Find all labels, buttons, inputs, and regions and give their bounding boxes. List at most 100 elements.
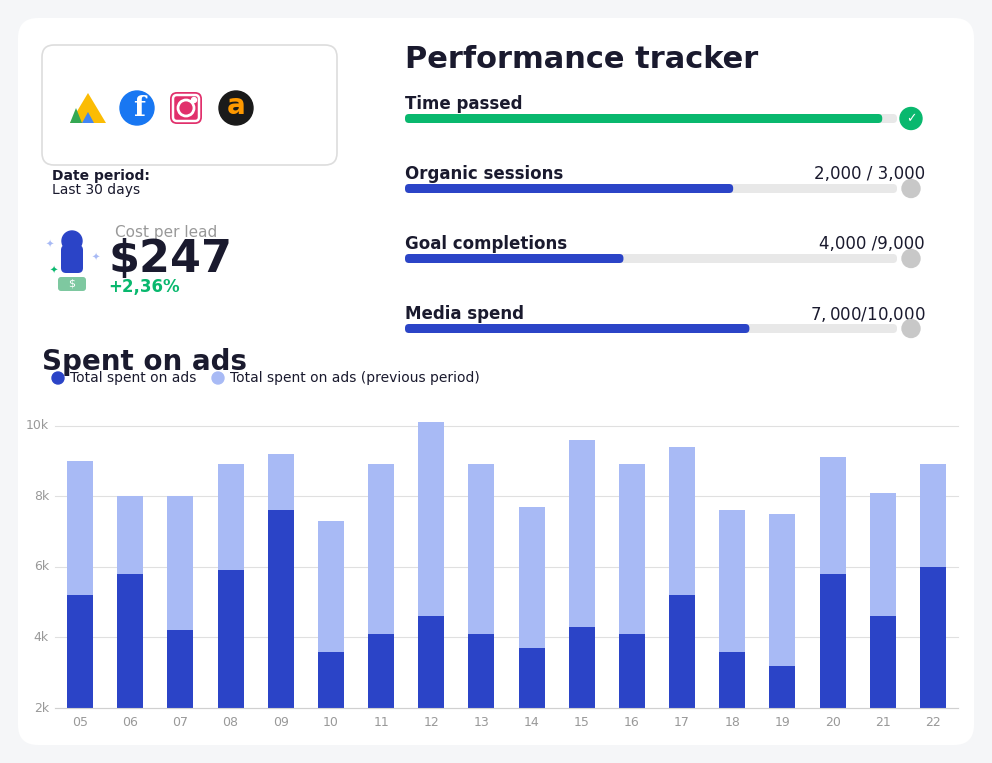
Bar — [669, 595, 695, 708]
Text: 06: 06 — [122, 716, 138, 729]
FancyBboxPatch shape — [405, 254, 897, 263]
Bar — [920, 567, 946, 708]
Text: ✦: ✦ — [46, 240, 54, 250]
Text: Total spent on ads: Total spent on ads — [70, 371, 196, 385]
Bar — [217, 465, 244, 571]
Polygon shape — [70, 93, 106, 123]
Text: Goal completions: Goal completions — [405, 235, 567, 253]
Text: 6k: 6k — [34, 560, 49, 573]
Circle shape — [62, 231, 82, 251]
Bar — [519, 648, 545, 708]
Text: Spent on ads: Spent on ads — [42, 348, 247, 376]
Bar — [468, 634, 494, 708]
Circle shape — [902, 250, 920, 268]
FancyBboxPatch shape — [18, 18, 974, 745]
Text: 2,000 / 3,000: 2,000 / 3,000 — [813, 165, 925, 183]
Text: Performance tracker: Performance tracker — [405, 45, 758, 74]
Text: Media spend: Media spend — [405, 305, 524, 323]
Text: 12: 12 — [424, 716, 439, 729]
Circle shape — [191, 98, 196, 102]
Text: 4,000 /9,000: 4,000 /9,000 — [819, 235, 925, 253]
FancyBboxPatch shape — [170, 92, 202, 124]
FancyBboxPatch shape — [405, 324, 897, 333]
Text: 05: 05 — [72, 716, 88, 729]
Text: 10k: 10k — [26, 419, 49, 432]
FancyBboxPatch shape — [405, 114, 897, 123]
Bar — [368, 465, 394, 634]
Text: Last 30 days: Last 30 days — [52, 183, 140, 197]
Text: ✦: ✦ — [92, 253, 100, 263]
Text: $: $ — [68, 279, 75, 289]
Text: 11: 11 — [373, 716, 389, 729]
Bar — [920, 465, 946, 567]
Text: 8k: 8k — [34, 490, 49, 503]
Text: 21: 21 — [875, 716, 891, 729]
Bar — [168, 630, 193, 708]
Bar — [619, 634, 645, 708]
Text: 09: 09 — [273, 716, 289, 729]
FancyBboxPatch shape — [405, 184, 897, 193]
Polygon shape — [70, 108, 82, 123]
Circle shape — [219, 91, 253, 125]
Circle shape — [120, 91, 154, 125]
Text: $247: $247 — [108, 239, 232, 282]
Text: Cost per lead: Cost per lead — [115, 226, 217, 240]
Text: f: f — [133, 95, 145, 121]
Bar — [619, 465, 645, 634]
Circle shape — [900, 108, 922, 130]
Text: 08: 08 — [222, 716, 239, 729]
Bar — [870, 617, 896, 708]
Bar — [168, 496, 193, 630]
Text: 10: 10 — [323, 716, 339, 729]
Bar — [268, 454, 294, 510]
Bar — [419, 617, 444, 708]
Bar — [568, 439, 595, 627]
Text: 13: 13 — [473, 716, 489, 729]
Text: 15: 15 — [573, 716, 589, 729]
Polygon shape — [82, 112, 94, 123]
Text: +2,36%: +2,36% — [108, 278, 180, 296]
Circle shape — [902, 320, 920, 337]
Bar — [117, 496, 143, 574]
Circle shape — [52, 372, 64, 384]
Text: $7,000 / $10,000: $7,000 / $10,000 — [809, 305, 925, 324]
FancyBboxPatch shape — [42, 45, 337, 165]
Text: 20: 20 — [824, 716, 840, 729]
FancyBboxPatch shape — [405, 254, 623, 263]
Text: 4k: 4k — [34, 631, 49, 644]
Bar — [268, 510, 294, 708]
Bar — [117, 574, 143, 708]
Bar — [719, 510, 745, 652]
Bar — [819, 457, 845, 574]
Bar — [770, 514, 796, 665]
Text: Organic sessions: Organic sessions — [405, 165, 563, 183]
Bar — [819, 574, 845, 708]
FancyBboxPatch shape — [405, 324, 749, 333]
Text: ✦: ✦ — [50, 266, 59, 276]
Bar — [317, 652, 344, 708]
FancyBboxPatch shape — [61, 245, 83, 273]
Bar — [317, 521, 344, 652]
Text: ✓: ✓ — [906, 112, 917, 125]
Text: 17: 17 — [675, 716, 690, 729]
Bar — [568, 627, 595, 708]
Bar — [67, 595, 93, 708]
FancyBboxPatch shape — [405, 114, 882, 123]
Bar — [468, 465, 494, 634]
Bar — [368, 634, 394, 708]
Text: 14: 14 — [524, 716, 540, 729]
Text: Total spent on ads (previous period): Total spent on ads (previous period) — [230, 371, 480, 385]
Text: 2k: 2k — [34, 701, 49, 714]
FancyBboxPatch shape — [58, 277, 86, 291]
Bar — [519, 507, 545, 648]
Bar — [770, 665, 796, 708]
Text: 16: 16 — [624, 716, 640, 729]
Text: Time passed: Time passed — [405, 95, 523, 113]
Circle shape — [212, 372, 224, 384]
Bar — [67, 461, 93, 595]
Text: a: a — [226, 92, 245, 120]
Text: 18: 18 — [724, 716, 740, 729]
Text: 19: 19 — [775, 716, 791, 729]
Text: Date period:: Date period: — [52, 169, 150, 183]
Bar — [217, 571, 244, 708]
